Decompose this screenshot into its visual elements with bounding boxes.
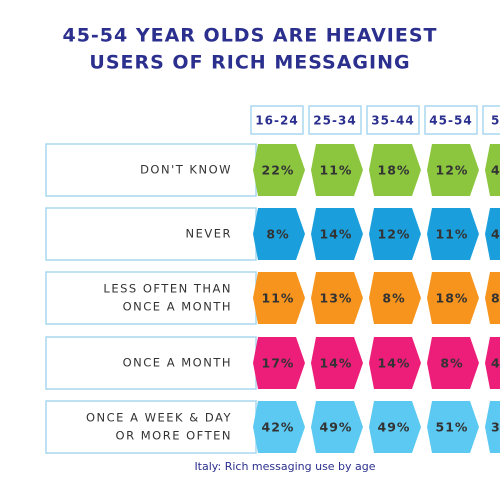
column-header-box: [482, 105, 500, 135]
column-header: 25-34: [313, 114, 356, 128]
cell-shape: [311, 144, 363, 196]
cell-value: 8%: [382, 291, 405, 306]
column-header-box: [250, 105, 304, 135]
cell-shape: [311, 401, 363, 453]
cell-value: 4: [491, 163, 500, 178]
cell-shape: [253, 401, 305, 453]
cell-value: 12%: [378, 227, 411, 242]
cell-shape: [427, 337, 479, 389]
column-header: 35-44: [371, 114, 414, 128]
cell-shape: [369, 272, 421, 324]
cell-shape: [485, 144, 500, 196]
cell-shape: [485, 208, 500, 260]
column-header-box: [424, 105, 478, 135]
cell-value: 11%: [262, 291, 295, 306]
column-header: 16-24: [255, 114, 298, 128]
cell-shape: [369, 144, 421, 196]
cell-shape: [311, 208, 363, 260]
cell-value: 18%: [378, 163, 411, 178]
cell-shape: [427, 208, 479, 260]
cell-value: 14%: [320, 356, 353, 371]
cell-value: 4: [491, 227, 500, 242]
cell-value: 4: [491, 356, 500, 371]
row-box: [45, 400, 257, 454]
cell-value: 49%: [320, 420, 353, 435]
cell-shape: [485, 337, 500, 389]
row-box: [45, 336, 257, 390]
cell-shape: [427, 144, 479, 196]
row-label: ONCE A MONTH: [123, 356, 232, 370]
row-label: ONCE A WEEK & DAY: [86, 411, 232, 425]
row-label: LESS OFTEN THAN: [103, 282, 232, 296]
cell-shape: [253, 208, 305, 260]
column-header-box: [366, 105, 420, 135]
row-label: NEVER: [186, 227, 233, 241]
row-box: [45, 207, 257, 261]
cell-shape: [485, 272, 500, 324]
cell-value: 17%: [262, 356, 295, 371]
column-header: 45-54: [429, 114, 472, 128]
row-box: [45, 271, 257, 325]
cell-value: 22%: [262, 163, 295, 178]
cell-value: 51%: [436, 420, 469, 435]
cell-value: 14%: [320, 227, 353, 242]
caption: Italy: Rich messaging use by age: [194, 460, 375, 473]
title: USERS OF RICH MESSAGING: [89, 52, 410, 74]
title: 45-54 YEAR OLDS ARE HEAVIEST: [62, 25, 437, 47]
cell-shape: [253, 144, 305, 196]
cell-shape: [253, 272, 305, 324]
row-label: OR MORE OFTEN: [116, 429, 232, 443]
cell-shape: [427, 401, 479, 453]
cell-shape: [253, 337, 305, 389]
cell-shape: [427, 272, 479, 324]
cell-value: 3: [491, 420, 500, 435]
cell-value: 12%: [436, 163, 469, 178]
cell-value: 18%: [436, 291, 469, 306]
cell-value: 8%: [266, 227, 289, 242]
row-label: ONCE A MONTH: [123, 300, 232, 314]
cell-shape: [369, 401, 421, 453]
cell-value: 11%: [436, 227, 469, 242]
cell-value: 42%: [262, 420, 295, 435]
cell-value: 8%: [440, 356, 463, 371]
column-header: 5: [491, 114, 500, 128]
column-header-box: [308, 105, 362, 135]
cell-shape: [369, 208, 421, 260]
row-label: DON'T KNOW: [140, 163, 232, 177]
cell-shape: [311, 337, 363, 389]
cell-value: 14%: [378, 356, 411, 371]
cell-value: 13%: [320, 291, 353, 306]
cell-shape: [485, 401, 500, 453]
cell-shape: [369, 337, 421, 389]
cell-value: 11%: [320, 163, 353, 178]
cell-shape: [311, 272, 363, 324]
cell-value: 8: [491, 291, 500, 306]
cell-value: 49%: [378, 420, 411, 435]
